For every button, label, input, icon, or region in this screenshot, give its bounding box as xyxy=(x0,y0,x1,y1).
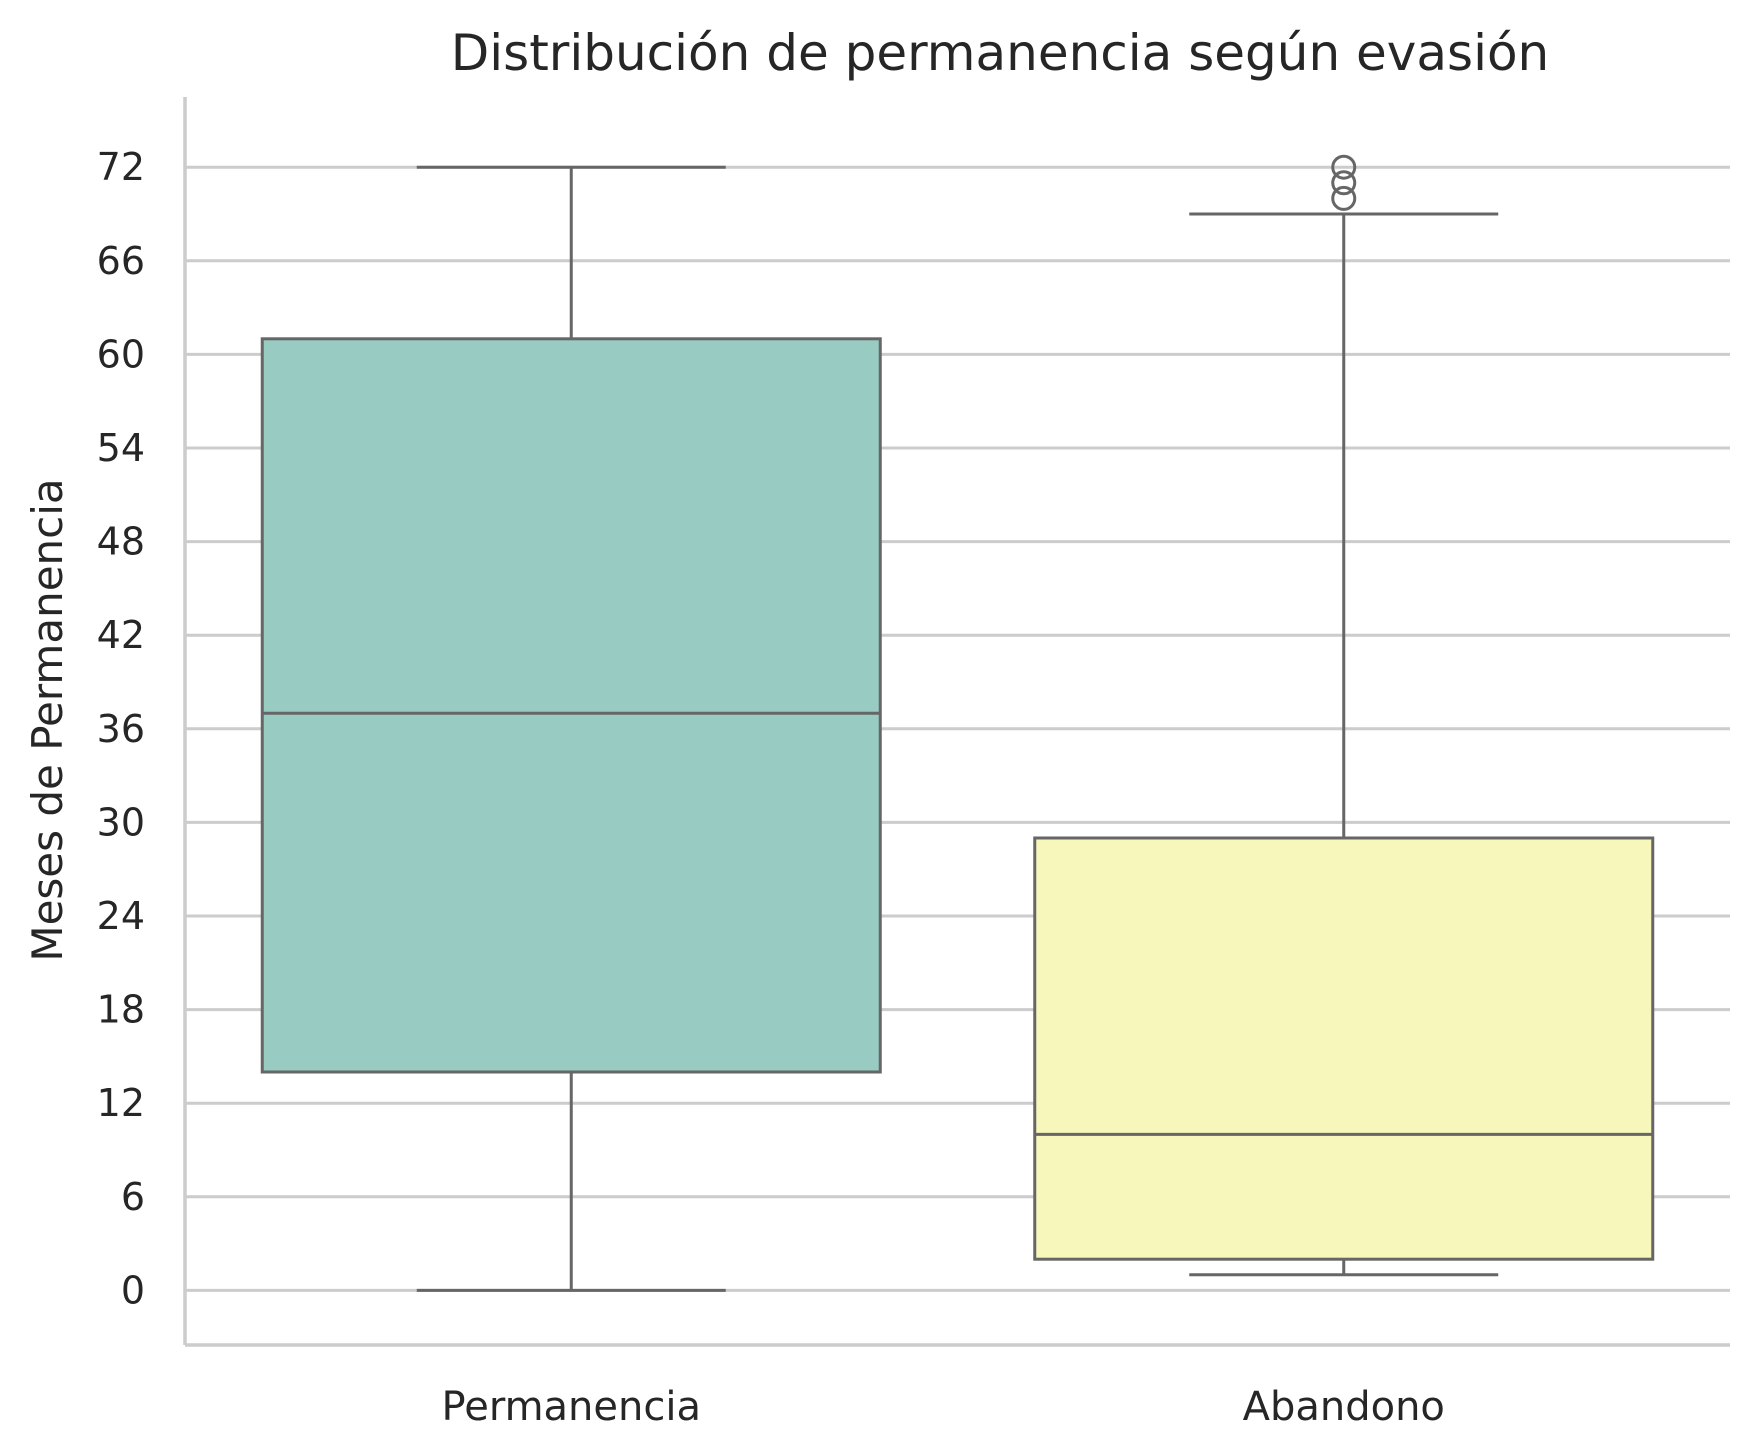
y-tick-label-48: 48 xyxy=(97,520,145,564)
x-tick-label-abandono: Abandono xyxy=(1243,1384,1445,1430)
y-tick-label-30: 30 xyxy=(97,800,145,844)
y-tick-label-0: 0 xyxy=(121,1268,145,1312)
y-tick-label-66: 66 xyxy=(97,239,145,283)
y-tick-label-6: 6 xyxy=(121,1175,145,1219)
box-iqr xyxy=(1033,836,1655,1261)
x-tick-labels: Permanencia Abandono xyxy=(442,1384,1445,1430)
y-tick-label-12: 12 xyxy=(97,1081,145,1125)
box-group-abandono xyxy=(1033,154,1655,1277)
y-tick-label-18: 18 xyxy=(97,988,145,1032)
boxes xyxy=(260,154,1655,1292)
y-tick-label-60: 60 xyxy=(97,332,145,376)
box-group-permanencia xyxy=(260,165,882,1292)
y-axis-label: Meses de Permanencia xyxy=(23,478,72,961)
chart-title: Distribución de permanencia según evasió… xyxy=(451,24,1550,82)
y-tick-label-36: 36 xyxy=(97,707,145,751)
box-iqr xyxy=(260,337,882,1074)
x-tick-label-permanencia: Permanencia xyxy=(442,1384,701,1430)
y-tick-label-72: 72 xyxy=(97,145,145,189)
outlier-point xyxy=(1331,154,1357,180)
y-tick-label-54: 54 xyxy=(97,426,145,470)
outlier-point xyxy=(1331,170,1357,196)
outlier-point xyxy=(1331,185,1357,211)
y-tick-labels: 0 6 12 18 24 30 36 42 48 54 60 66 72 xyxy=(97,145,145,1312)
y-tick-label-24: 24 xyxy=(97,894,145,938)
y-tick-label-42: 42 xyxy=(97,613,145,657)
